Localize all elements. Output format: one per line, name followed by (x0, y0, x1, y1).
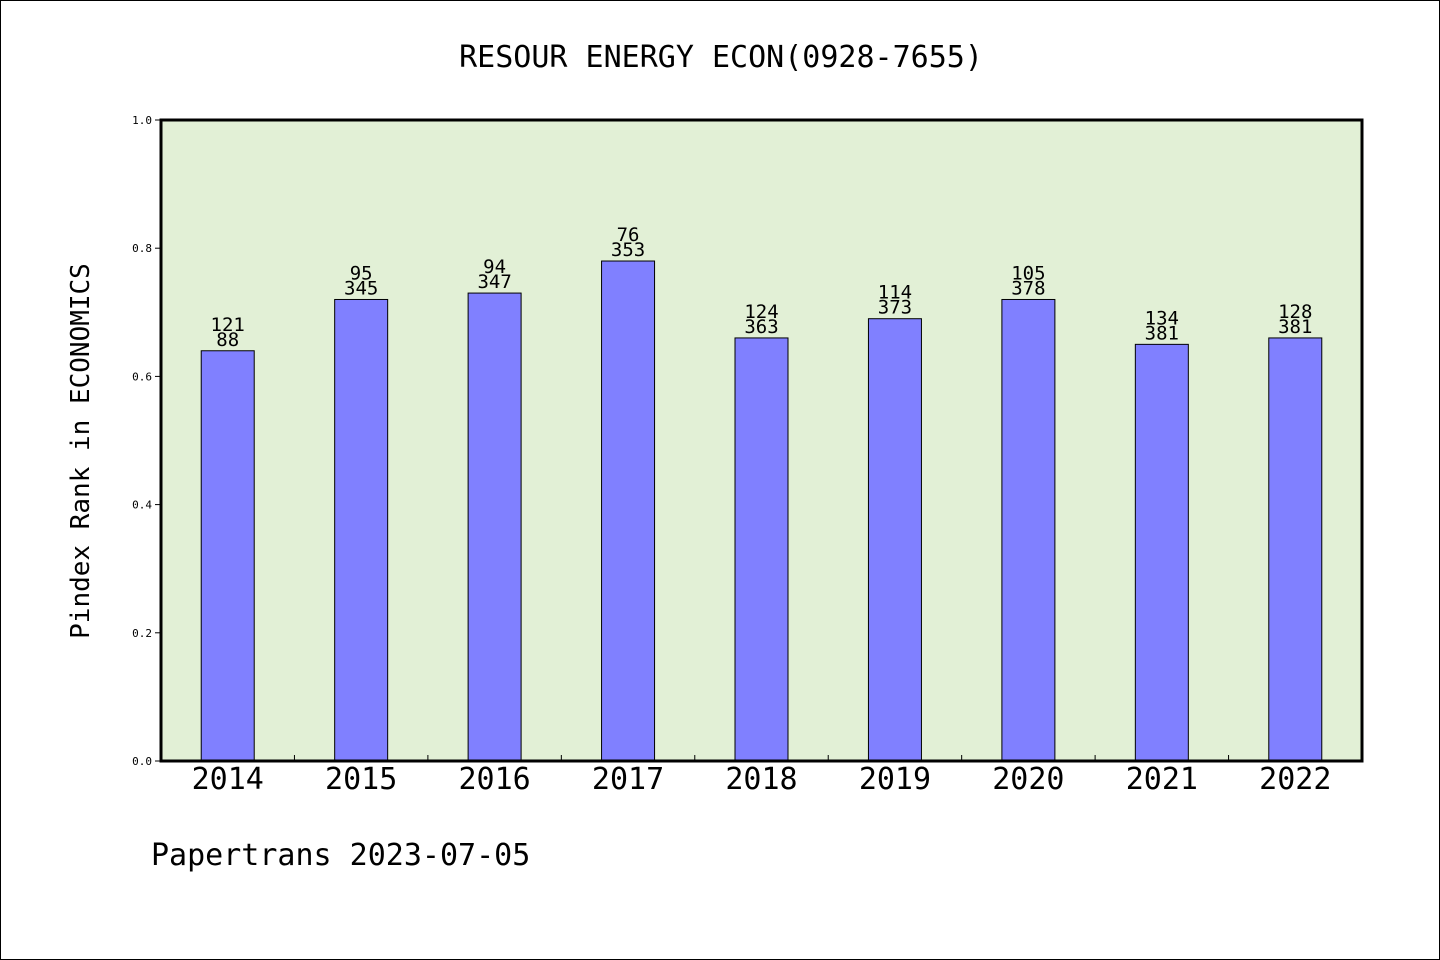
x-tick-label-2018: 2018 (725, 762, 797, 797)
x-tick-label-2019: 2019 (859, 762, 931, 797)
bar-2021 (1134, 343, 1189, 762)
bars-layer (200, 260, 1323, 762)
bar-label-top-2015: 95 (350, 262, 373, 284)
bar-label-top-2021: 134 (1145, 307, 1179, 329)
y-tick-label: 0.6 (132, 370, 152, 383)
bar-label-bottom-2020: 378 (1011, 277, 1045, 299)
y-tick-label: 0.8 (132, 242, 152, 255)
x-tick-label-2022: 2022 (1259, 762, 1331, 797)
bar-label-bottom-2018: 363 (744, 316, 778, 338)
bar-label-top-2019: 114 (878, 282, 912, 304)
x-tick-label-2017: 2017 (592, 762, 664, 797)
bar-2018 (734, 337, 789, 762)
y-tick-label: 0.0 (132, 755, 152, 768)
bar-label-bottom-2014: 88 (216, 329, 239, 351)
bar-label-bottom-2016: 347 (477, 271, 511, 293)
bar-label-bottom-2015: 345 (344, 277, 378, 299)
bar-label-top-2018: 124 (744, 301, 778, 323)
bar-label-bottom-2022: 381 (1278, 316, 1312, 338)
x-axis-ticks: 2014 2015 2016 2017 2018 2019 2020 2021 2022 (192, 755, 1331, 797)
footer-credit: Papertrans 2023-07-05 (151, 838, 530, 873)
bar-2020 (1001, 298, 1056, 762)
x-tick-label-2021: 2021 (1126, 762, 1198, 797)
bar-2016 (467, 292, 522, 762)
bar-2017 (601, 260, 656, 762)
bar-label-top-2017: 76 (617, 224, 640, 246)
bar-2014 (200, 350, 255, 762)
bar-label-top-2020: 105 (1011, 262, 1045, 284)
bar-label-top-2016: 94 (483, 256, 506, 278)
x-tick-label-2014: 2014 (192, 762, 264, 797)
bar-2015 (334, 298, 389, 762)
bar-label-top-2014: 121 (211, 314, 245, 336)
bar-2022 (1268, 337, 1323, 762)
y-tick-label: 0.2 (132, 627, 152, 640)
y-axis-label: Pindex Rank in ECONOMICS (66, 263, 96, 639)
bar-label-bottom-2021: 381 (1145, 322, 1179, 344)
chart-title: RESOUR ENERGY ECON(0928-7655) (459, 40, 983, 75)
bar-2019 (867, 318, 922, 762)
y-tick-label: 1.0 (132, 114, 152, 127)
x-tick-label-2020: 2020 (992, 762, 1064, 797)
bar-label-bottom-2019: 373 (878, 297, 912, 319)
x-tick-label-2016: 2016 (458, 762, 530, 797)
bar-label-top-2022: 128 (1278, 301, 1312, 323)
bar-label-bottom-2017: 353 (611, 239, 645, 261)
y-axis-ticks: 0.0 0.2 0.4 0.6 0.8 1.0 (132, 114, 161, 768)
x-tick-label-2015: 2015 (325, 762, 397, 797)
y-tick-label: 0.4 (132, 499, 152, 512)
plot-frame (159, 118, 1364, 763)
